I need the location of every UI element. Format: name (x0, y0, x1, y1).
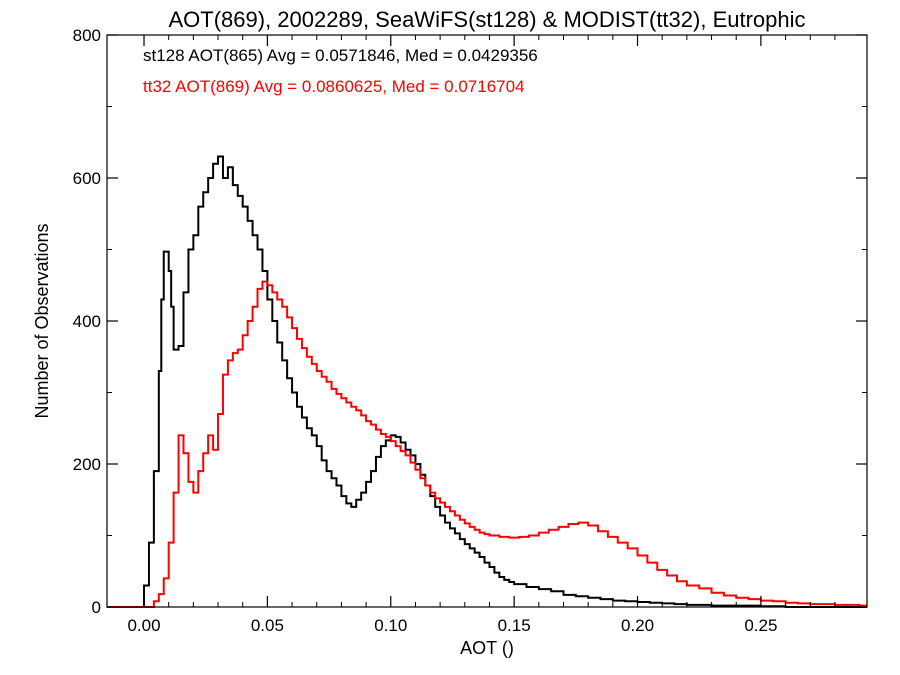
y-tick-label: 800 (73, 26, 101, 45)
x-tick-label: 0.15 (498, 616, 531, 635)
y-tick-label: 600 (73, 169, 101, 188)
y-tick-label: 200 (73, 455, 101, 474)
x-tick-label: 0.20 (621, 616, 654, 635)
y-tick-label: 0 (92, 598, 101, 617)
y-tick-label: 400 (73, 312, 101, 331)
x-tick-label: 0.25 (744, 616, 777, 635)
series-line-tt32 (107, 280, 867, 608)
x-tick-label: 0.05 (251, 616, 284, 635)
axes-layer: 0.00 0.05 0.10 0.15 0.20 0.25 0 200 400 600 800 (73, 26, 868, 635)
series-line-st128 (107, 155, 867, 608)
x-tick-label: 0.00 (127, 616, 160, 635)
y-axis-title: Number of Observations (32, 223, 52, 418)
tt32-stats-annotation: tt32 AOT(869) Avg = 0.0860625, Med = 0.0… (143, 77, 525, 96)
x-axis-title: AOT () (460, 638, 514, 658)
plot-frame (106, 34, 868, 608)
chart-title: AOT(869), 2002289, SeaWiFS(st128) & MODI… (168, 7, 805, 32)
x-tick-label: 0.10 (374, 616, 407, 635)
st128-stats-annotation: st128 AOT(865) Avg = 0.0571846, Med = 0.… (143, 46, 538, 65)
series-layer (107, 155, 867, 608)
